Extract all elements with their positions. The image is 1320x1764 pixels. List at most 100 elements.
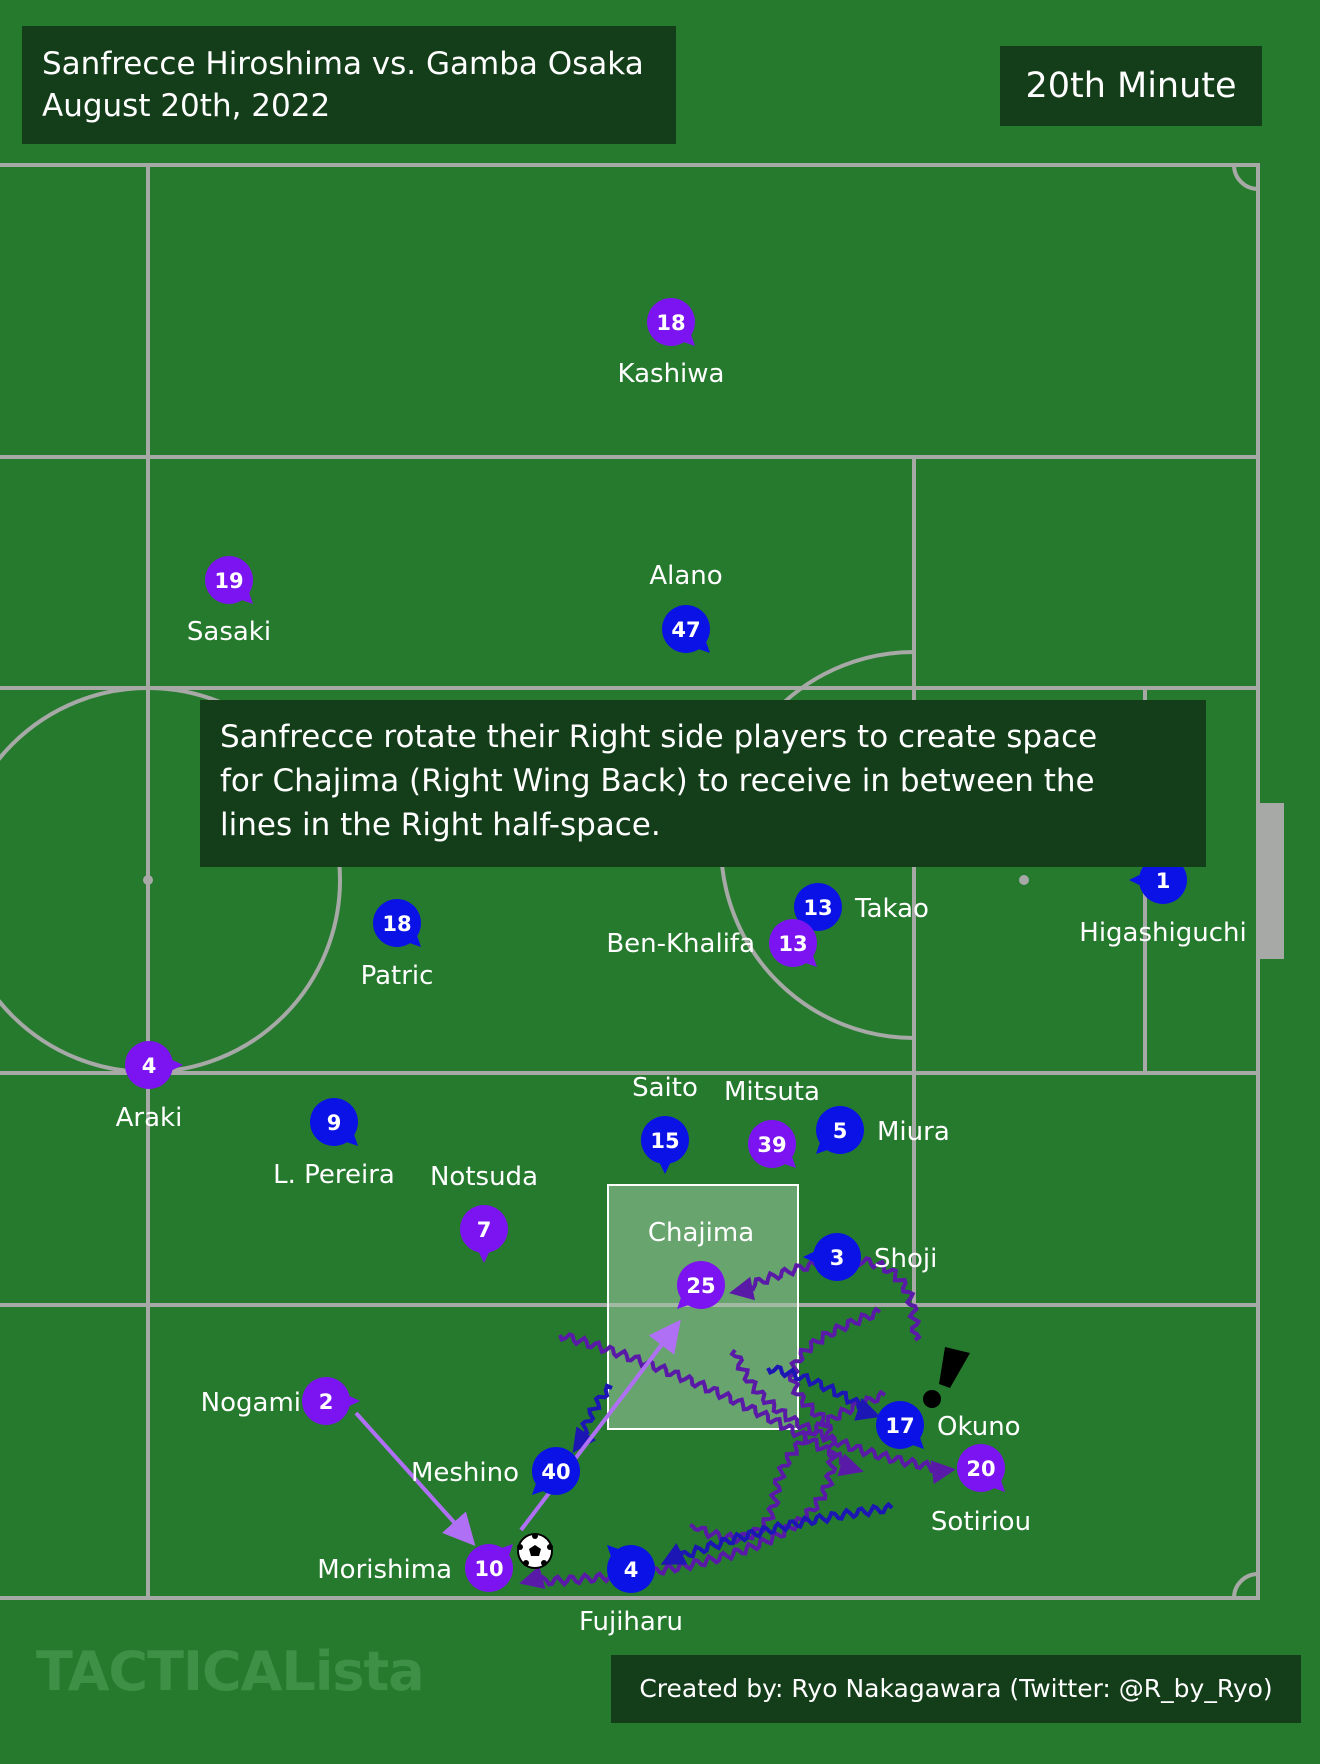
player-dot xyxy=(647,298,695,346)
player-dot xyxy=(677,1261,725,1309)
player-dot xyxy=(607,1545,655,1593)
player-number: 3 xyxy=(830,1246,845,1270)
player-marker-gamba: 15 Saito xyxy=(632,1073,698,1174)
player-number: 39 xyxy=(757,1133,786,1157)
player-marker-sanfrecce: 18 Kashiwa xyxy=(618,298,725,389)
player-name: Morishima xyxy=(317,1555,452,1585)
player-marker-sanfrecce: 7 Notsuda xyxy=(430,1162,538,1263)
player-marker-sanfrecce: 19 Sasaki xyxy=(187,556,271,647)
player-marker-gamba: 13 Takao xyxy=(794,883,929,931)
player-number: 17 xyxy=(885,1414,914,1438)
player-name: Sotiriou xyxy=(931,1507,1031,1537)
player-dot xyxy=(813,1233,861,1281)
run-arrow-meshino-drop xyxy=(572,1383,613,1453)
player-marker-gamba: 1 Higashiguchi xyxy=(1079,856,1247,948)
player-name: Araki xyxy=(116,1103,183,1133)
player-name: Shoji xyxy=(874,1244,937,1274)
annotation-line: for Chajima (Right Wing Back) to receive… xyxy=(220,763,1095,799)
player-marker-gamba: 47 Alano xyxy=(649,561,723,653)
player-name: Okuno xyxy=(937,1412,1021,1442)
match-date: August 20th, 2022 xyxy=(42,88,331,124)
player-number: 25 xyxy=(686,1274,715,1298)
player-dot xyxy=(662,605,710,653)
player-dot xyxy=(460,1205,508,1253)
player-number: 9 xyxy=(327,1111,342,1135)
player-name: Higashiguchi xyxy=(1079,918,1246,948)
player-dot xyxy=(465,1544,513,1592)
alert-icon xyxy=(923,1347,970,1408)
player-name: Chajima xyxy=(648,1218,754,1248)
player-number: 4 xyxy=(624,1558,639,1582)
player-number: 4 xyxy=(142,1054,157,1078)
pass-arrow-morishima-to-chajima xyxy=(519,1319,681,1532)
match-title: Sanfrecce Hiroshima vs. Gamba Osaka xyxy=(42,46,644,82)
player-number: 40 xyxy=(541,1460,570,1484)
player-name: L. Pereira xyxy=(273,1160,395,1190)
centre-spot xyxy=(143,875,153,885)
player-number: 2 xyxy=(319,1390,334,1414)
player-number: 19 xyxy=(214,569,243,593)
minute-badge: 20th Minute xyxy=(1000,46,1262,126)
corner-arc xyxy=(1232,1572,1259,1599)
run-arrow-fujiharu xyxy=(660,1501,894,1565)
player-dot xyxy=(876,1401,924,1449)
player-number: 15 xyxy=(650,1129,679,1153)
run-arrow-to-sotiriou xyxy=(558,1332,864,1477)
player-name: Notsuda xyxy=(430,1162,538,1192)
credit-box: Created by: Ryo Nakagawara (Twitter: @R_… xyxy=(611,1655,1301,1723)
player-name: Fujiharu xyxy=(579,1607,683,1637)
player-name: Mitsuta xyxy=(724,1077,820,1107)
player-dot xyxy=(769,919,817,967)
player-number: 1 xyxy=(1156,869,1171,893)
player-number: 13 xyxy=(778,932,807,956)
player-marker-sanfrecce: 39 Mitsuta xyxy=(724,1077,820,1168)
player-number: 7 xyxy=(477,1218,492,1242)
player-marker-gamba: 40 Meshino xyxy=(411,1447,580,1495)
watermark-logo: TACTICALista xyxy=(36,1640,425,1703)
match-title-box: Sanfrecce Hiroshima vs. Gamba Osaka Augu… xyxy=(22,26,676,144)
penalty-spot xyxy=(1019,875,1029,885)
annotation-line: lines in the Right half-space. xyxy=(220,807,661,843)
player-name: Kashiwa xyxy=(618,359,725,389)
player-name: Ben-Khalifa xyxy=(606,929,755,959)
player-number: 20 xyxy=(966,1457,995,1481)
player-dot xyxy=(748,1120,796,1168)
player-dot xyxy=(641,1116,689,1164)
player-marker-gamba: 9 L. Pereira xyxy=(273,1098,395,1190)
ball-icon xyxy=(517,1533,553,1569)
player-name: Miura xyxy=(877,1117,950,1147)
pass-arrow-nogami-to-morishima xyxy=(354,1411,476,1546)
annotation-line: Sanfrecce rotate their Right side player… xyxy=(220,719,1098,755)
player-number: 18 xyxy=(656,311,685,335)
player-number: 18 xyxy=(382,912,411,936)
player-marker-sanfrecce: 25 Chajima xyxy=(648,1218,754,1309)
player-dot xyxy=(302,1377,350,1425)
player-dot xyxy=(125,1041,173,1089)
player-dot xyxy=(205,556,253,604)
player-dot xyxy=(794,883,842,931)
player-number: 13 xyxy=(803,896,832,920)
player-number: 5 xyxy=(833,1119,848,1143)
player-marker-sanfrecce: 10 Morishima xyxy=(317,1544,513,1592)
player-name: Takao xyxy=(854,894,929,924)
player-dot xyxy=(373,899,421,947)
player-marker-sanfrecce: 2 Nogami xyxy=(201,1377,360,1425)
player-marker-sanfrecce: 13 Ben-Khalifa xyxy=(606,919,817,967)
passes xyxy=(354,1319,681,1546)
player-name: Meshino xyxy=(411,1458,519,1488)
annotation-box: Sanfrecce rotate their Right side player… xyxy=(200,700,1206,867)
player-dot xyxy=(957,1444,1005,1492)
player-name: Patric xyxy=(361,961,434,991)
run-arrow-okuno xyxy=(766,1364,881,1421)
player-dot xyxy=(1139,856,1187,904)
player-name: Alano xyxy=(649,561,722,591)
player-dot xyxy=(816,1106,864,1154)
player-marker-gamba: 3 Shoji xyxy=(803,1233,937,1281)
player-marker-gamba: 18 Patric xyxy=(361,899,434,991)
goal xyxy=(1258,803,1284,959)
player-marker-gamba: 17 Okuno xyxy=(876,1401,1021,1449)
player-marker-sanfrecce: 4 Araki xyxy=(116,1041,183,1133)
